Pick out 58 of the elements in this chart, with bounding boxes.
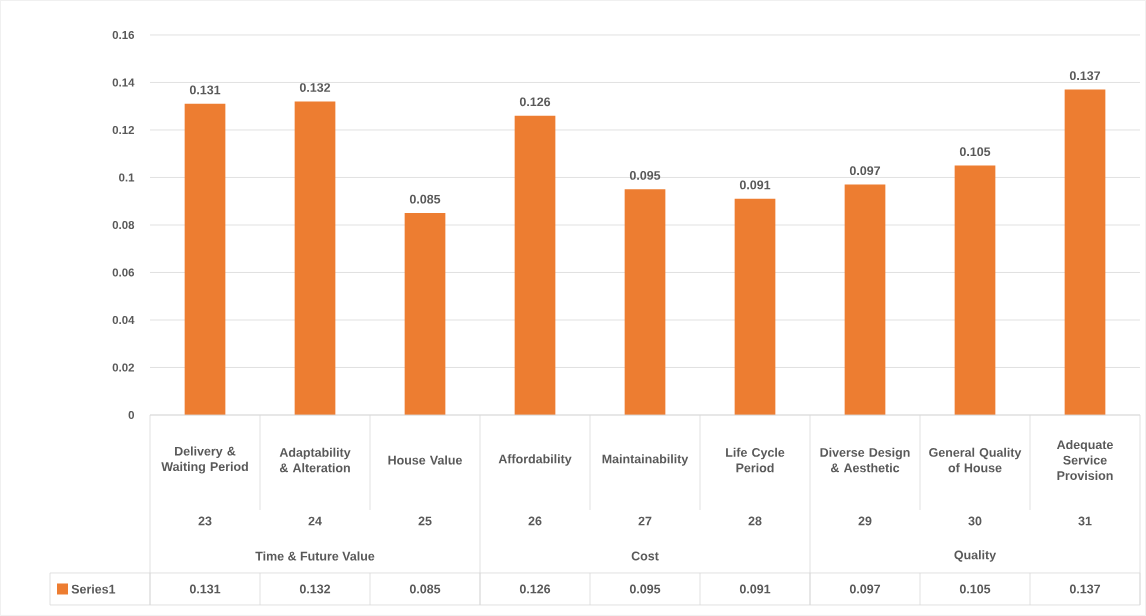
text: 25 [418,516,432,526]
text: 27 [638,516,652,526]
data-label: 0.095 [629,171,661,180]
legend-label: Series1 [71,584,116,594]
y-tick-label: 0.14 [112,78,135,87]
bar [844,184,886,415]
x-tick-label: Maintainability [602,454,689,466]
text: 29 [858,516,872,526]
y-tick-label: 0.02 [112,363,135,372]
y-tick-label: 0.08 [112,220,135,230]
y-tick-label: 0.1 [119,173,135,182]
bar [734,198,776,415]
text: 0.126 [519,584,551,594]
text: Time & Future Value [255,551,375,561]
y-tick-label: 0 [128,410,135,420]
text: 0.095 [629,584,661,594]
text: 24 [308,516,322,526]
data-label: 0.085 [409,194,441,204]
text: 0.131 [189,584,221,594]
text: 26 [528,516,542,526]
text: Cost [631,551,659,561]
data-label: 0.131 [189,85,221,95]
data-label: 0.137 [1069,71,1101,81]
x-tick-label: Diverse Design & Aesthetic [820,447,910,473]
bar [404,213,446,415]
text: 28 [748,516,762,526]
bar [514,115,556,415]
text: 0.105 [959,584,991,594]
y-tick-label: 0.16 [112,30,135,40]
bar [624,189,666,415]
bar [1064,89,1106,415]
text: 31 [1078,516,1092,526]
x-tick-label: Adaptability & Alteration [279,447,351,473]
y-tick-label: 0.06 [112,268,135,277]
text: Quality [954,550,997,562]
x-tick-label: Affordability [498,454,572,466]
x-tick-label: Life Cycle Period [726,447,785,473]
data-label: 0.105 [959,147,991,157]
text: 0.132 [299,584,331,594]
y-tick-label: 0.12 [112,125,135,135]
data-label: 0.097 [849,166,881,176]
text: 0.137 [1069,584,1101,594]
text: 0.091 [739,584,771,594]
text: 23 [198,516,212,526]
bar [184,103,226,415]
bar [954,165,996,415]
text: 0.085 [409,584,441,594]
x-tick-label: House Value [388,455,462,465]
bar [294,101,336,415]
text: 0.097 [849,584,881,594]
data-label: 0.091 [739,180,771,190]
data-label: 0.132 [299,83,331,92]
x-tick-label: Adequate Service Provision [1056,439,1113,480]
text: 30 [968,516,982,526]
x-tick-label: Delivery & Waiting Period [161,446,248,474]
y-tick-label: 0.04 [112,315,135,325]
x-tick-label: General Quality of House [929,447,1022,473]
data-label: 0.126 [519,97,551,107]
